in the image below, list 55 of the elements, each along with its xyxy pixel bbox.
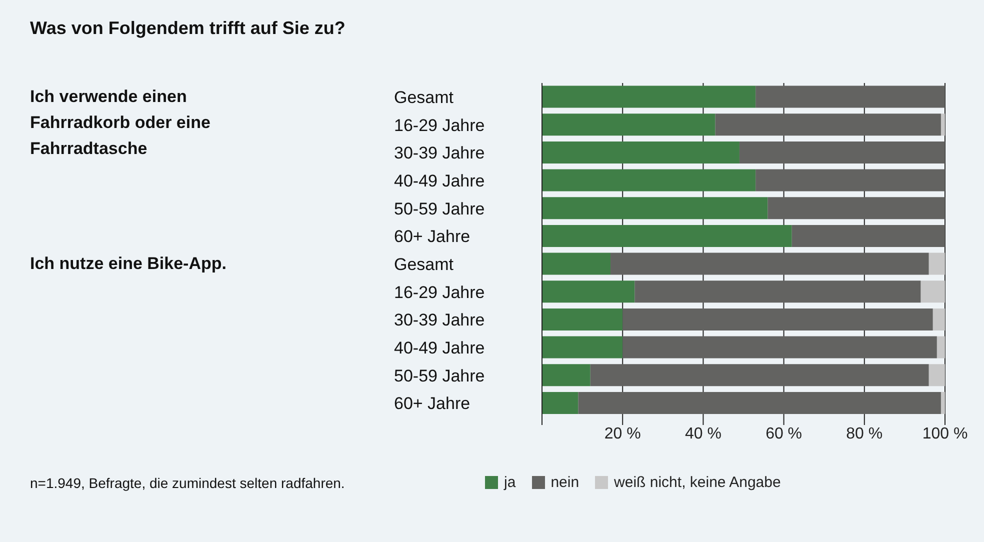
y-tick-label: 50-59 Jahre (394, 199, 485, 218)
y-tick-label: 16-29 Jahre (394, 282, 485, 302)
bar (940, 392, 945, 414)
bar (542, 336, 623, 358)
bar (542, 114, 716, 136)
bar (792, 224, 945, 247)
bar (622, 336, 937, 358)
y-tick-label: 40-49 Jahre (394, 338, 485, 358)
bar (542, 308, 623, 330)
y-tick-label: 60+ Jahre (394, 227, 470, 246)
text: Was von Folgendem trifft auf Sie zu? (30, 18, 346, 39)
legend-label: ja (504, 474, 516, 491)
bar (542, 224, 792, 247)
bar (940, 114, 945, 136)
x-tick-label: 60 % (766, 425, 802, 442)
x-tick-label: 100 % (922, 425, 968, 442)
bar (920, 280, 945, 303)
bar (542, 364, 590, 386)
bar (932, 308, 945, 330)
bar (928, 364, 945, 386)
legend-label: nein (550, 474, 580, 491)
bar (542, 86, 756, 108)
bar (768, 197, 945, 220)
x-tick-label: 80 % (846, 425, 883, 442)
y-tick-label: 30-39 Jahre (394, 144, 485, 163)
x-tick-label: 20 % (604, 425, 641, 442)
legend-label: weiß nicht, keine Angabe (614, 474, 781, 491)
text: Ich nutze eine Bike-App. (30, 253, 228, 275)
bar (542, 252, 611, 275)
text: Ich verwende einen Fahrradkorb oder eine Fahrradtasche (30, 86, 212, 160)
bar (542, 169, 756, 192)
bar (756, 169, 945, 192)
y-tick-label: Gesamt (394, 88, 454, 107)
bar (542, 141, 740, 164)
bar (542, 392, 578, 414)
bar (590, 364, 929, 386)
bar (542, 197, 768, 220)
bar (928, 252, 945, 275)
y-tick-label: 50-59 Jahre (394, 366, 485, 386)
bar (936, 336, 945, 358)
bar (715, 114, 941, 136)
bar (634, 280, 921, 303)
text: n=1.949, Befragte, die zumindest selten radfahren. (30, 475, 345, 491)
bar (622, 308, 933, 330)
bar (756, 86, 945, 108)
x-tick-label: 40 % (684, 425, 722, 442)
bar (578, 392, 941, 414)
y-tick-label: 30-39 Jahre (394, 310, 485, 330)
bar (610, 252, 929, 275)
bar (739, 141, 945, 164)
bar (542, 280, 635, 303)
y-tick-label: Gesamt (394, 254, 454, 274)
y-tick-label: 40-49 Jahre (394, 171, 485, 190)
y-tick-label: 16-29 Jahre (394, 116, 485, 135)
y-tick-label: 60+ Jahre (394, 394, 470, 414)
